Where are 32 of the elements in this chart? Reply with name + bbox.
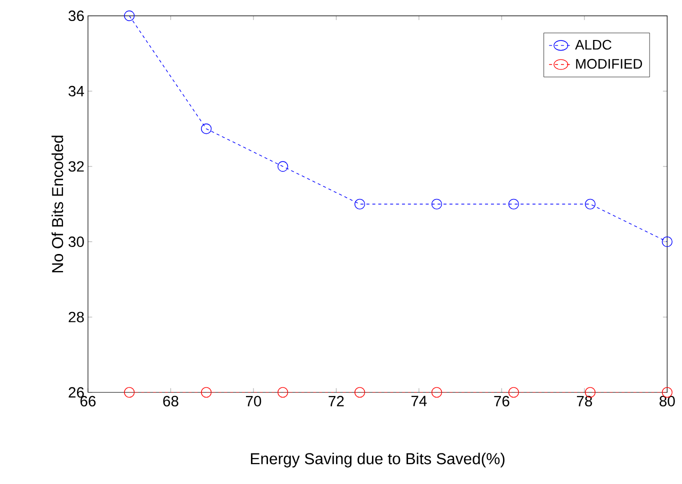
y-tick-label: 34 — [68, 86, 84, 96]
x-tick-label: 66 — [80, 396, 96, 406]
x-tick-label: 80 — [660, 396, 675, 406]
x-axis-title: Energy Saving due to Bits Saved(%) — [250, 452, 504, 468]
y-axis-title: No Of Bits Encoded — [52, 136, 64, 272]
point — [354, 386, 366, 398]
point — [584, 198, 596, 210]
point — [354, 198, 366, 210]
point — [508, 386, 519, 398]
x-tick-label: 70 — [246, 396, 262, 406]
y-tick-label: 26 — [68, 386, 84, 398]
y-tick-label: 30 — [68, 236, 84, 247]
point — [662, 236, 672, 247]
x-tick-label: 76 — [494, 396, 510, 406]
point — [201, 386, 212, 398]
point — [431, 386, 442, 398]
y-tick-label: 28 — [68, 312, 84, 322]
point — [508, 198, 519, 210]
point — [201, 123, 212, 134]
legend-label: MODIFIED — [576, 58, 642, 69]
x-tick-label: 72 — [328, 396, 344, 406]
point — [278, 161, 288, 172]
point — [124, 386, 135, 398]
y-tick-label: 32 — [68, 161, 84, 172]
point — [431, 198, 442, 210]
y-tick-label: 36 — [68, 10, 84, 21]
point — [124, 10, 135, 21]
x-tick-label: 68 — [163, 396, 178, 406]
point — [278, 386, 288, 398]
legend-label: ALDC — [575, 40, 612, 50]
x-tick-label: 78 — [576, 396, 592, 406]
x-tick-label: 74 — [411, 396, 427, 406]
